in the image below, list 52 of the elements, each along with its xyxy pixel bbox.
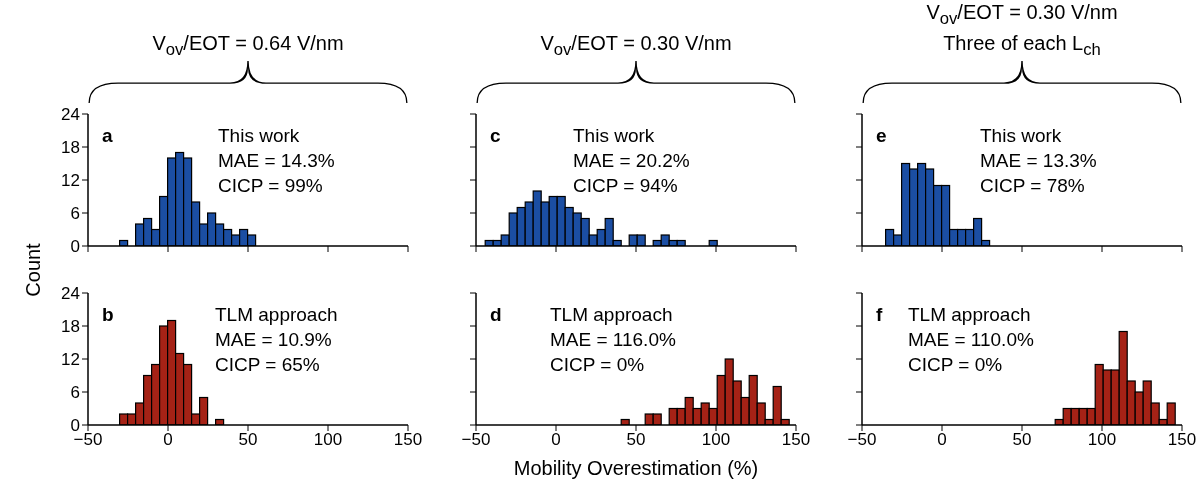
y-tick-label: 18 bbox=[61, 138, 80, 158]
annotation: a bbox=[102, 124, 113, 148]
annotation: MAE = 20.2% bbox=[573, 149, 690, 173]
annotation: TLM approach bbox=[215, 303, 338, 327]
annotation: TLM approach bbox=[550, 303, 673, 327]
x-tick-label: 0 bbox=[163, 430, 173, 450]
x-tick-label: 100 bbox=[313, 430, 343, 450]
annotation: This work bbox=[218, 124, 300, 148]
x-tick-label: 0 bbox=[551, 430, 561, 450]
y-tick-label: 18 bbox=[61, 317, 80, 337]
y-tick-label: 12 bbox=[61, 350, 80, 370]
annotation: MAE = 10.9% bbox=[215, 328, 332, 352]
y-tick-label: 6 bbox=[70, 383, 80, 403]
x-tick-label: 50 bbox=[238, 430, 258, 450]
x-tick-label: 100 bbox=[701, 430, 731, 450]
annotation: This work bbox=[573, 124, 655, 148]
annotation: CICP = 94% bbox=[573, 174, 678, 198]
x-axis-title: Mobility Overestimation (%) bbox=[513, 457, 759, 480]
chart-title: V$_{ov}$/EOT = 0.30 V/nm bbox=[540, 31, 732, 61]
annotation: e bbox=[876, 124, 887, 148]
x-tick-label: −50 bbox=[461, 430, 491, 450]
annotation: CICP = 99% bbox=[218, 174, 323, 198]
annotation: This work bbox=[980, 124, 1062, 148]
y-axis-title: Count bbox=[21, 242, 45, 297]
annotation: MAE = 116.0% bbox=[550, 328, 676, 352]
y-tick-label: 24 bbox=[61, 105, 80, 125]
x-tick-label: 100 bbox=[1087, 430, 1117, 450]
annotation: TLM approach bbox=[908, 303, 1031, 327]
x-tick-label: 50 bbox=[626, 430, 646, 450]
annotation: MAE = 14.3% bbox=[218, 149, 335, 173]
annotation: CICP = 78% bbox=[980, 174, 1085, 198]
chart-title: V$_{ov}$/EOT = 0.64 V/nm bbox=[152, 31, 344, 61]
y-tick-label: 12 bbox=[61, 171, 80, 191]
x-tick-label: 150 bbox=[393, 430, 423, 450]
y-tick-label: 6 bbox=[70, 204, 80, 224]
x-tick-label: 150 bbox=[1167, 430, 1197, 450]
annotation: c bbox=[490, 124, 501, 148]
annotation: MAE = 110.0% bbox=[908, 328, 1034, 352]
y-tick-label: 0 bbox=[70, 237, 80, 257]
x-tick-label: −50 bbox=[847, 430, 877, 450]
annotation: MAE = 13.3% bbox=[980, 149, 1097, 173]
x-tick-label: 50 bbox=[1012, 430, 1032, 450]
annotation: CICP = 65% bbox=[215, 353, 320, 377]
annotation: f bbox=[876, 303, 883, 327]
annotation: b bbox=[102, 303, 114, 327]
annotation: d bbox=[490, 303, 502, 327]
annotation: CICP = 0% bbox=[908, 353, 1003, 377]
x-tick-label: 0 bbox=[937, 430, 947, 450]
annotation: CICP = 0% bbox=[550, 353, 645, 377]
chart-title: V$_{ov}$/EOT = 0.30 V/nm Three of each L$_{ch}$ bbox=[926, 0, 1118, 61]
y-tick-label: 24 bbox=[61, 284, 80, 304]
x-tick-label: 150 bbox=[781, 430, 811, 450]
